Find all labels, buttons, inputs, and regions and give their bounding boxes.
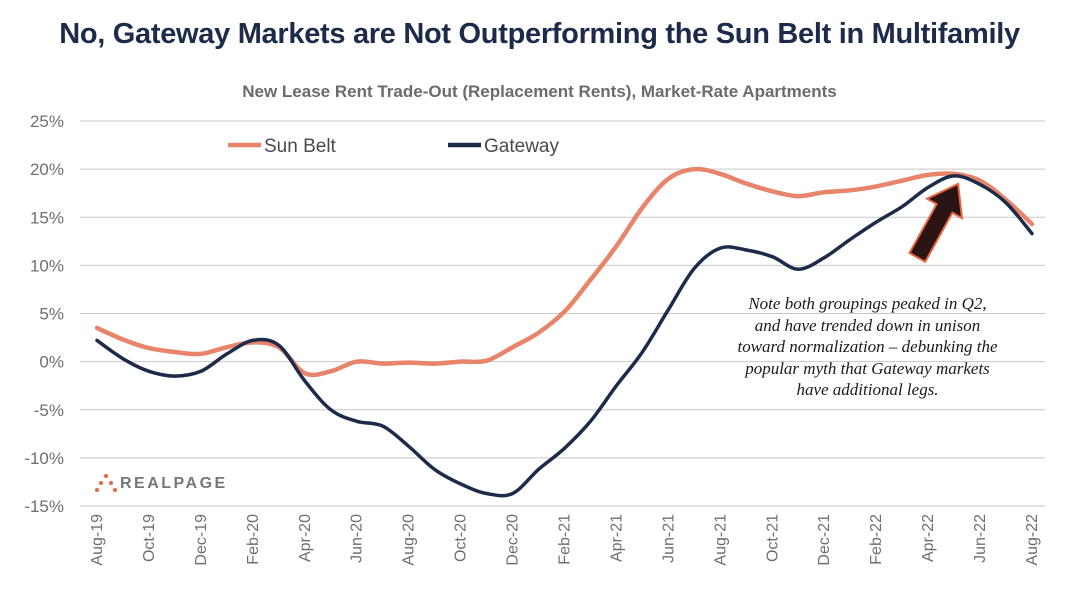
y-tick-label: -15%	[24, 497, 64, 516]
x-tick-label: Oct-20	[453, 514, 470, 562]
x-tick-label: Jun-20	[349, 514, 366, 563]
x-tick-label: Jun-22	[972, 514, 989, 563]
series-line-sun-belt	[94, 166, 1035, 378]
y-tick-label: 10%	[30, 256, 64, 275]
logo-dots-icon	[95, 474, 117, 494]
annotation-note: Note both groupings peaked in Q2, and ha…	[737, 294, 998, 399]
x-tick-label: Apr-21	[608, 514, 625, 562]
x-tick-label: Apr-20	[297, 514, 314, 562]
series-line-gateway	[95, 174, 1034, 498]
x-tick-label: Oct-21	[764, 514, 781, 562]
legend: Sun Belt Gateway	[228, 136, 559, 157]
x-tick-label: Aug-21	[712, 514, 729, 566]
x-tick-label: Apr-22	[920, 514, 937, 562]
x-tick-label: Aug-22	[1024, 514, 1041, 566]
realpage-logo: REALPAGE	[95, 474, 228, 494]
legend-label-gateway: Gateway	[484, 136, 559, 157]
legend-label-sun-belt: Sun Belt	[264, 136, 337, 157]
x-tick-label: Dec-20	[505, 514, 522, 566]
gridlines	[80, 120, 1045, 507]
y-tick-label: 15%	[30, 208, 64, 227]
x-tick-label: Oct-19	[141, 514, 158, 562]
chart-title: No, Gateway Markets are Not Outperformin…	[59, 18, 1020, 50]
x-tick-label: Dec-19	[193, 514, 210, 566]
y-tick-label: 20%	[30, 160, 64, 179]
arrow-polygon	[908, 182, 964, 264]
y-tick-label: 0%	[39, 353, 64, 372]
x-tick-label: Feb-21	[557, 514, 574, 565]
x-tick-label: Jun-21	[660, 514, 677, 563]
x-axis-ticks: Aug-19 Oct-19 Dec-19 Feb-20 Apr-20 Jun-20 Aug-…	[89, 514, 1041, 566]
y-tick-label: -10%	[24, 449, 64, 468]
x-tick-label: Dec-21	[816, 514, 833, 566]
arrow-shape	[908, 182, 964, 264]
series-lines	[94, 166, 1035, 498]
y-tick-label: -5%	[34, 401, 64, 420]
y-tick-label: 5%	[39, 305, 64, 324]
x-tick-label: Feb-22	[868, 514, 885, 565]
x-tick-label: Aug-20	[401, 514, 418, 566]
x-tick-label: Aug-19	[89, 514, 106, 566]
y-tick-label: 25%	[30, 112, 64, 131]
y-axis-ticks: 25% 20% 15% 10% 5% 0% -5% -10% -15%	[24, 112, 64, 516]
logo-text: REALPAGE	[120, 475, 228, 492]
annotation-arrow	[908, 182, 964, 264]
x-tick-label: Feb-20	[245, 514, 262, 565]
chart-subtitle: New Lease Rent Trade-Out (Replacement Re…	[242, 82, 837, 101]
